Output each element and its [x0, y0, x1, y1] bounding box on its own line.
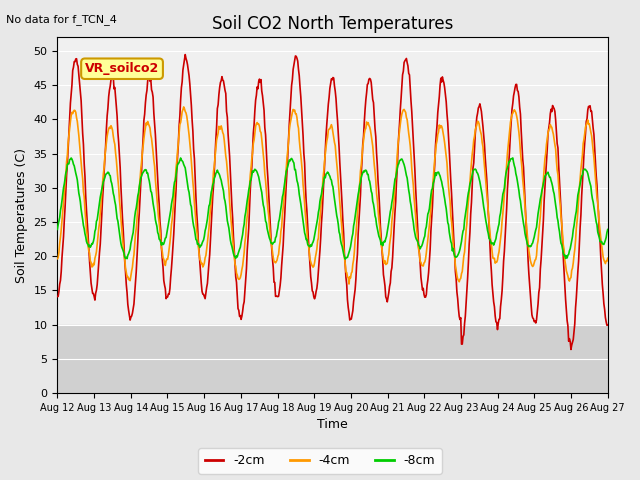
Line: -4cm: -4cm: [58, 107, 608, 284]
-2cm: [181, 52, 189, 58]
-2cm: [206, 252, 214, 257]
-2cm: [604, 322, 612, 328]
-8cm: [54, 227, 61, 232]
-8cm: [417, 246, 424, 252]
Legend: -2cm, -4cm, -8cm: -2cm, -4cm, -8cm: [198, 448, 442, 474]
-4cm: [54, 256, 61, 262]
-8cm: [341, 256, 349, 262]
-8cm: [400, 162, 408, 168]
-4cm: [604, 255, 612, 261]
-2cm: [567, 347, 575, 352]
Y-axis label: Soil Temperatures (C): Soil Temperatures (C): [15, 148, 28, 283]
Bar: [58, 324, 608, 393]
-4cm: [401, 108, 409, 114]
Line: -8cm: -8cm: [58, 158, 608, 259]
-2cm: [400, 60, 408, 65]
-4cm: [120, 252, 128, 257]
-4cm: [345, 281, 353, 287]
X-axis label: Time: Time: [317, 419, 348, 432]
Title: Soil CO2 North Temperatures: Soil CO2 North Temperatures: [212, 15, 453, 33]
-8cm: [176, 157, 184, 163]
-4cm: [63, 153, 71, 158]
-8cm: [604, 227, 612, 232]
-2cm: [176, 113, 184, 119]
-4cm: [176, 121, 184, 127]
Text: No data for f_TCN_4: No data for f_TCN_4: [6, 14, 117, 25]
-8cm: [205, 203, 212, 209]
Text: VR_soilco2: VR_soilco2: [85, 62, 159, 75]
-2cm: [120, 243, 128, 249]
-8cm: [120, 251, 128, 256]
-4cm: [206, 216, 214, 222]
-2cm: [417, 261, 424, 267]
-4cm: [417, 260, 425, 265]
-8cm: [509, 155, 516, 161]
-8cm: [63, 162, 71, 168]
-2cm: [63, 161, 71, 167]
-4cm: [180, 104, 188, 110]
-2cm: [54, 294, 61, 300]
Line: -2cm: -2cm: [58, 55, 608, 349]
